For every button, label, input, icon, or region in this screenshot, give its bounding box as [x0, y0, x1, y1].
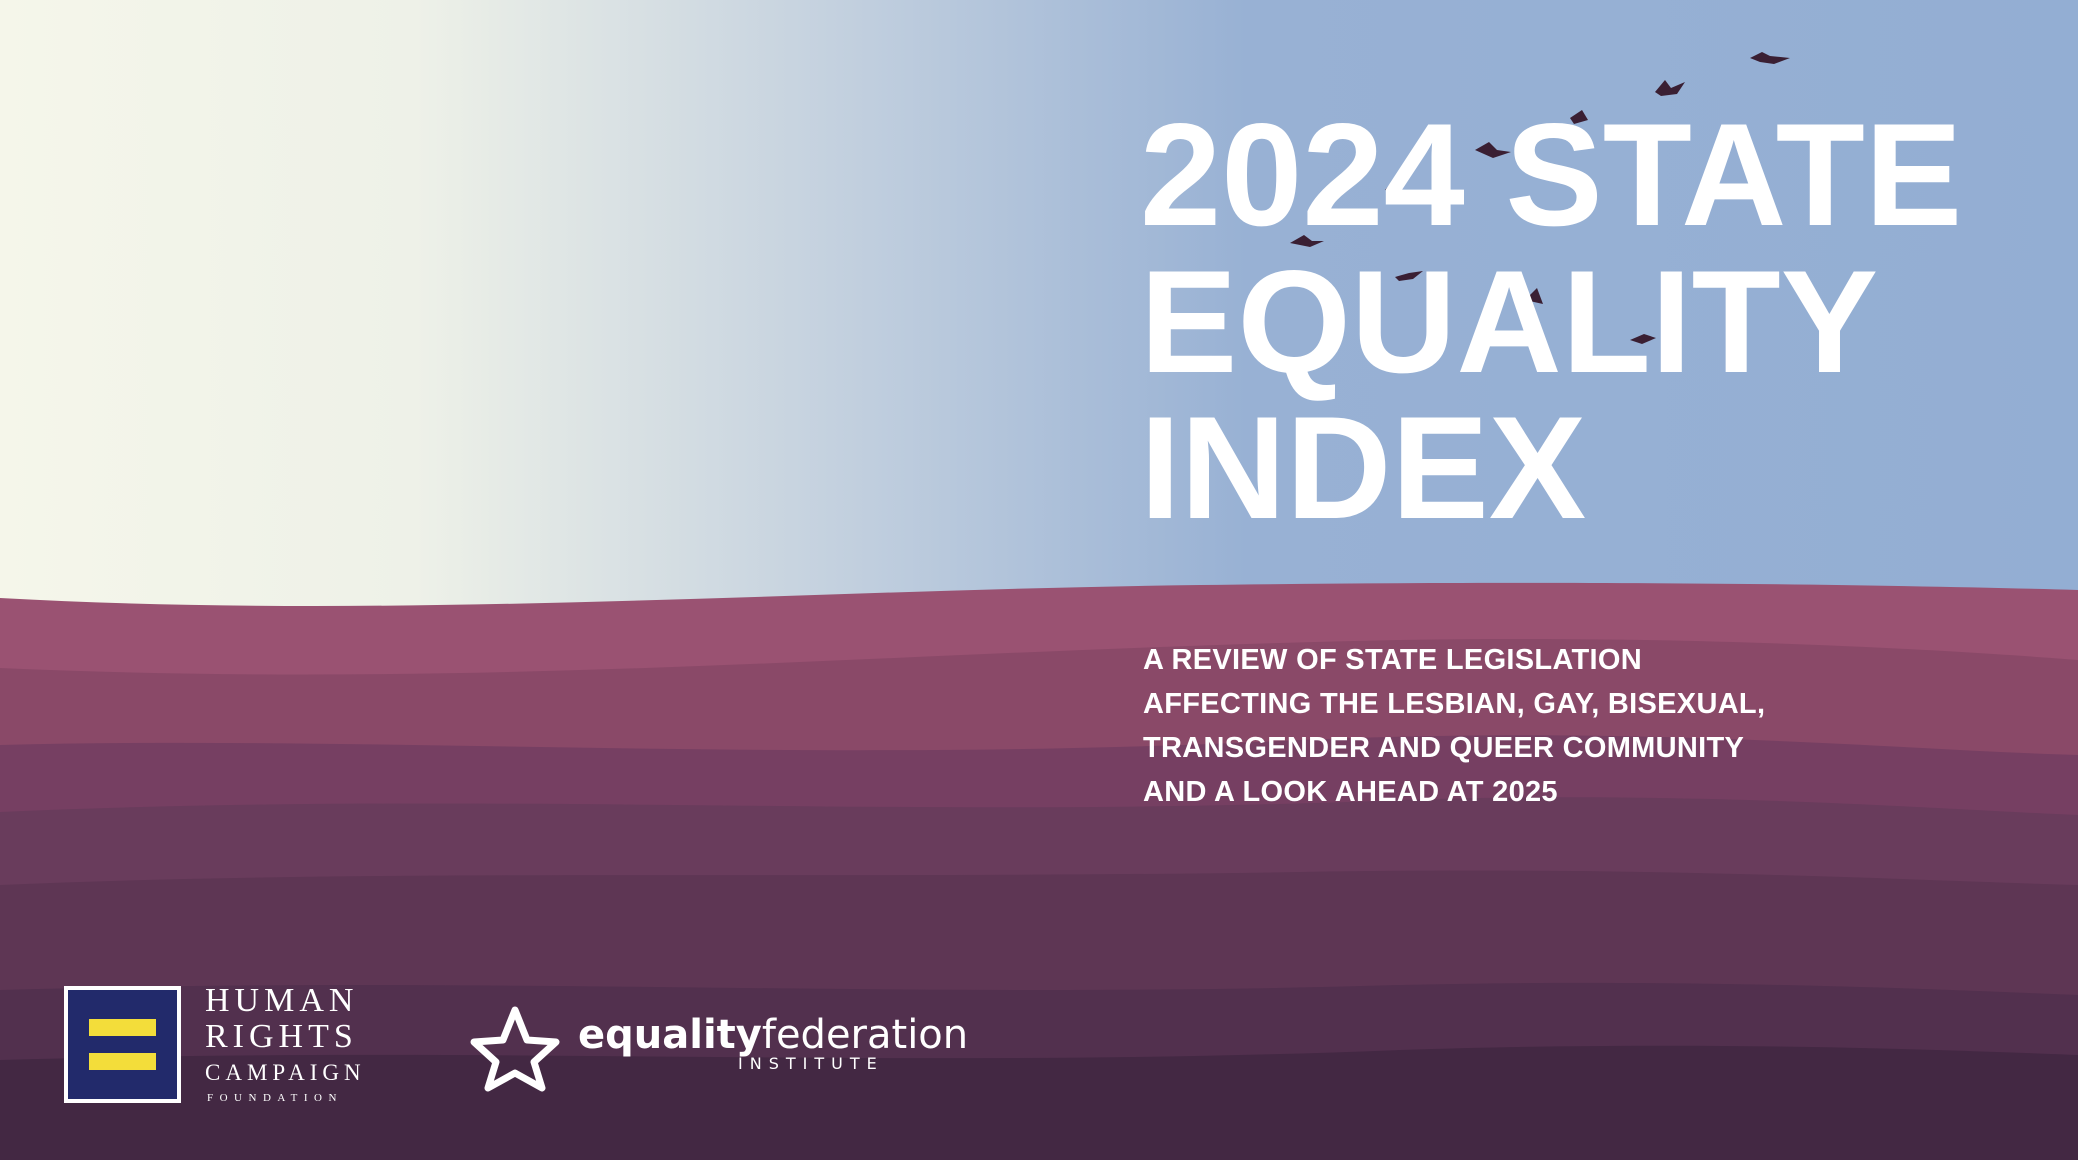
subtitle-line: AND A LOOK AHEAD AT 2025 [1143, 776, 1558, 808]
birds [1290, 52, 1790, 344]
title: 2024 STATE EQUALITY INDEX [1140, 93, 1962, 549]
subtitle: A REVIEW OF STATE LEGISLATION AFFECTING … [1143, 644, 1765, 808]
logo-text: equality [578, 1012, 762, 1058]
logo-text: FOUNDATION [207, 1092, 343, 1104]
logo-text: federation [762, 1012, 968, 1058]
hrc-logo: HUMAN RIGHTS CAMPAIGN FOUNDATION [64, 982, 366, 1104]
title-line: 2024 STATE [1140, 93, 1962, 256]
logo-text: INSTITUTE [738, 1054, 884, 1073]
logo-text: equalityfederation [578, 1012, 968, 1058]
title-line: EQUALITY [1140, 240, 1878, 403]
title-line: INDEX [1140, 386, 1586, 549]
subtitle-line: AFFECTING THE LESBIAN, GAY, BISEXUAL, [1143, 688, 1765, 720]
logo-text: HUMAN [205, 982, 358, 1019]
subtitle-line: TRANSGENDER AND QUEER COMMUNITY [1143, 732, 1744, 764]
logo-text: RIGHTS [205, 1018, 358, 1055]
ef-logo: equalityfederation INSTITUTE [470, 1006, 968, 1092]
subtitle-line: A REVIEW OF STATE LEGISLATION [1143, 644, 1642, 676]
logo-text: CAMPAIGN [205, 1060, 366, 1085]
